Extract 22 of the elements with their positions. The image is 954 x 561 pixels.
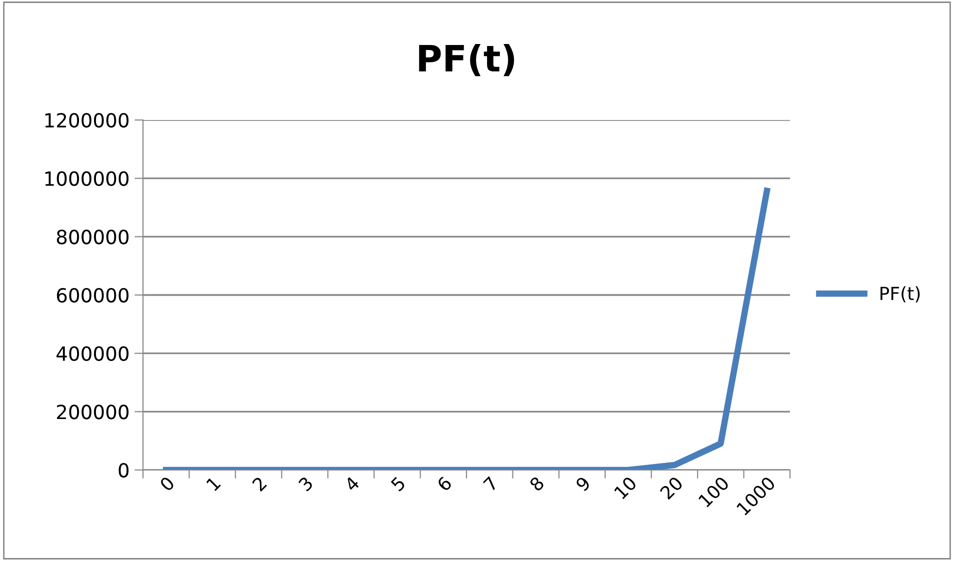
y-tick-label: 0: [118, 462, 129, 478]
x-tick-label: 2: [252, 476, 267, 492]
x-tick-label: 100: [698, 476, 730, 508]
y-tick-label: 800000: [56, 230, 129, 244]
legend-label: PF(t): [880, 286, 920, 302]
y-tick-label: 400000: [56, 346, 129, 361]
x-tick-label: 9: [574, 476, 592, 492]
y-tick-label: 600000: [56, 288, 129, 303]
x-tick-label: 20: [659, 476, 684, 500]
y-tick-label: 1000000: [45, 171, 129, 186]
x-tick-label: 3: [298, 476, 314, 492]
x-tick-label: 8: [528, 476, 545, 492]
x-tick-label: 4: [344, 476, 360, 492]
y-tick-label: 1200000: [45, 112, 129, 128]
x-tick-label: 1: [206, 476, 221, 492]
x-tick-label: 0: [159, 476, 176, 492]
x-tick-label: 7: [482, 476, 498, 492]
x-tick-label: 10: [614, 476, 638, 500]
x-tick-label: 6: [436, 476, 452, 492]
chart-title: PF(t): [419, 44, 514, 76]
y-tick-label: 200000: [57, 404, 129, 420]
x-tick-label: 5: [390, 476, 406, 492]
